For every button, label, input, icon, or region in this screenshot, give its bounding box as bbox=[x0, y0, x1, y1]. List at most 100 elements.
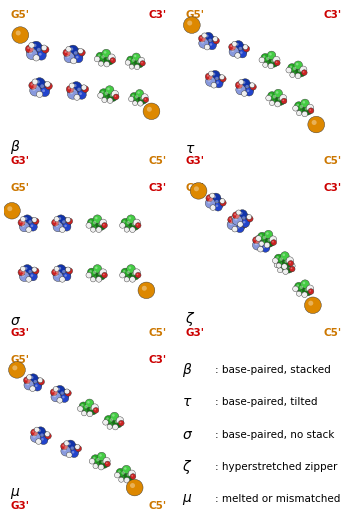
Circle shape bbox=[54, 217, 59, 221]
Circle shape bbox=[123, 270, 126, 272]
Circle shape bbox=[243, 92, 244, 94]
Circle shape bbox=[211, 82, 217, 88]
Circle shape bbox=[99, 269, 107, 276]
Circle shape bbox=[30, 386, 35, 391]
Circle shape bbox=[125, 60, 131, 65]
Circle shape bbox=[86, 272, 92, 278]
Circle shape bbox=[53, 218, 66, 230]
Circle shape bbox=[143, 95, 145, 97]
Circle shape bbox=[61, 278, 63, 280]
Circle shape bbox=[281, 264, 287, 269]
Circle shape bbox=[53, 267, 66, 280]
Circle shape bbox=[40, 433, 44, 437]
Circle shape bbox=[281, 263, 285, 266]
Circle shape bbox=[236, 81, 249, 94]
Circle shape bbox=[273, 56, 280, 64]
Circle shape bbox=[74, 51, 77, 55]
Circle shape bbox=[120, 478, 121, 480]
Circle shape bbox=[289, 262, 291, 264]
Circle shape bbox=[77, 90, 86, 99]
Circle shape bbox=[34, 432, 38, 436]
Circle shape bbox=[22, 218, 23, 219]
Circle shape bbox=[26, 218, 37, 229]
Circle shape bbox=[210, 43, 212, 46]
Circle shape bbox=[33, 435, 36, 438]
Circle shape bbox=[270, 236, 276, 243]
Circle shape bbox=[274, 60, 280, 66]
Circle shape bbox=[98, 272, 101, 276]
Circle shape bbox=[105, 92, 108, 95]
Circle shape bbox=[29, 81, 37, 90]
Circle shape bbox=[113, 94, 119, 100]
Circle shape bbox=[208, 41, 216, 49]
Circle shape bbox=[66, 452, 72, 458]
Circle shape bbox=[38, 429, 41, 432]
Text: G5': G5' bbox=[10, 10, 29, 20]
Circle shape bbox=[135, 66, 137, 67]
Circle shape bbox=[294, 282, 303, 291]
Circle shape bbox=[234, 214, 236, 216]
Circle shape bbox=[103, 457, 110, 464]
Circle shape bbox=[258, 232, 266, 241]
Circle shape bbox=[211, 206, 213, 208]
Circle shape bbox=[66, 268, 68, 270]
Circle shape bbox=[72, 451, 74, 453]
Circle shape bbox=[18, 219, 25, 226]
Circle shape bbox=[230, 43, 243, 56]
Circle shape bbox=[205, 77, 216, 86]
Circle shape bbox=[128, 58, 131, 60]
Text: $\tau$: $\tau$ bbox=[185, 142, 196, 156]
Circle shape bbox=[96, 227, 102, 232]
Circle shape bbox=[65, 217, 71, 222]
Circle shape bbox=[296, 63, 299, 66]
Text: C3': C3' bbox=[148, 355, 167, 365]
Circle shape bbox=[29, 42, 34, 48]
Circle shape bbox=[135, 222, 141, 228]
Circle shape bbox=[91, 227, 96, 232]
Circle shape bbox=[92, 278, 93, 280]
Circle shape bbox=[66, 218, 68, 220]
Circle shape bbox=[54, 391, 58, 394]
Circle shape bbox=[92, 228, 93, 230]
Circle shape bbox=[96, 220, 106, 230]
Circle shape bbox=[278, 268, 282, 272]
Circle shape bbox=[56, 270, 60, 274]
Circle shape bbox=[241, 219, 250, 227]
Text: : hyperstretched zipper: : hyperstretched zipper bbox=[215, 462, 338, 472]
Circle shape bbox=[79, 49, 85, 56]
Circle shape bbox=[296, 284, 299, 287]
Circle shape bbox=[27, 379, 31, 383]
Circle shape bbox=[97, 452, 106, 461]
Circle shape bbox=[261, 54, 270, 62]
Circle shape bbox=[274, 89, 282, 98]
Circle shape bbox=[97, 228, 99, 230]
Text: C3': C3' bbox=[323, 10, 342, 20]
Circle shape bbox=[132, 222, 135, 226]
Circle shape bbox=[46, 83, 48, 84]
Circle shape bbox=[65, 440, 76, 450]
Circle shape bbox=[108, 99, 110, 101]
Circle shape bbox=[104, 51, 106, 54]
Circle shape bbox=[138, 57, 145, 64]
Circle shape bbox=[61, 446, 71, 456]
Circle shape bbox=[63, 449, 66, 451]
Circle shape bbox=[215, 79, 223, 88]
Circle shape bbox=[210, 193, 215, 198]
Circle shape bbox=[89, 458, 95, 464]
Circle shape bbox=[260, 233, 272, 244]
Text: G3': G3' bbox=[185, 156, 204, 166]
Circle shape bbox=[300, 286, 303, 289]
Circle shape bbox=[262, 241, 266, 244]
Circle shape bbox=[26, 277, 32, 282]
Circle shape bbox=[62, 444, 64, 446]
Circle shape bbox=[124, 477, 130, 483]
Circle shape bbox=[127, 474, 130, 476]
Circle shape bbox=[88, 413, 90, 414]
Circle shape bbox=[263, 246, 266, 248]
Circle shape bbox=[237, 209, 247, 219]
Circle shape bbox=[138, 101, 143, 106]
Circle shape bbox=[271, 240, 277, 245]
Circle shape bbox=[60, 267, 71, 279]
Circle shape bbox=[56, 215, 66, 225]
Circle shape bbox=[200, 36, 202, 39]
